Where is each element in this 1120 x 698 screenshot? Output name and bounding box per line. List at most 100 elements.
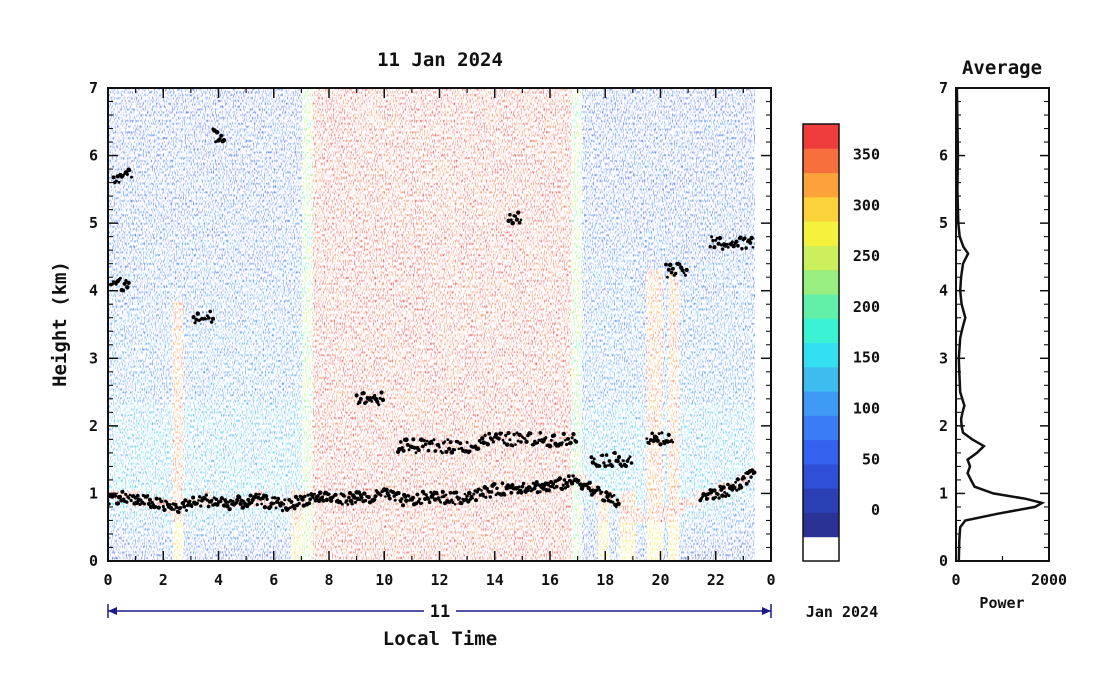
heatmap-cell [151, 482, 158, 491]
heatmap-cell [237, 505, 244, 515]
heatmap-cell [318, 553, 325, 561]
heatmap-cell [447, 411, 454, 420]
heatmap-cell [264, 127, 271, 136]
heatmap-cell [253, 88, 260, 97]
heatmap-cell [371, 324, 378, 333]
heatmap-cell [156, 497, 163, 507]
heatmap-cell [161, 403, 168, 412]
heatmap-cell [398, 505, 405, 515]
heatmap-cell [199, 482, 206, 491]
heatmap-cell [339, 127, 346, 136]
heatmap-cell [415, 340, 422, 349]
heatmap-cell [172, 190, 179, 199]
heatmap-cell [404, 474, 411, 483]
heatmap-cell [522, 521, 529, 531]
heatmap-cell [156, 324, 163, 333]
heatmap-cell [307, 222, 314, 231]
heatmap-cell [398, 411, 405, 420]
heatmap-cell [436, 537, 443, 546]
heatmap-cell [210, 450, 217, 460]
heatmap-cell [183, 474, 190, 483]
heatmap-cell [371, 411, 378, 420]
heatmap-cell [522, 348, 529, 357]
heatmap-cell [134, 174, 141, 184]
heatmap-cell [398, 292, 405, 302]
heatmap-cell [334, 513, 341, 523]
heatmap-cell [361, 434, 368, 444]
heatmap-cell [415, 253, 422, 263]
heatmap-cell [485, 229, 492, 239]
heatmap-cell [393, 237, 400, 247]
heatmap-cell [345, 158, 352, 168]
heatmap-cell [431, 166, 438, 176]
heatmap-cell [145, 356, 152, 365]
heatmap-cell [458, 434, 465, 444]
heatmap-cell [183, 466, 190, 475]
heatmap-cell [458, 88, 465, 97]
heatmap-cell [108, 119, 114, 129]
heatmap-cell [485, 434, 492, 444]
heatmap-cell [474, 340, 481, 349]
heatmap-cell [183, 332, 190, 341]
heatmap-cell [538, 490, 545, 499]
heatmap-cell [226, 103, 233, 113]
heatmap-cell [215, 182, 222, 192]
heatmap-cell [178, 277, 185, 286]
heatmap-cell [506, 111, 513, 121]
heatmap-cell [377, 513, 384, 523]
heatmap-cell [285, 237, 292, 247]
heatmap-cell [334, 348, 341, 357]
heatmap-cell [118, 434, 125, 444]
heatmap-cell [183, 229, 190, 239]
heatmap-cell [501, 529, 508, 538]
heatmap-cell [118, 348, 125, 357]
heatmap-cell [409, 553, 416, 561]
heatmap-cell [506, 190, 513, 199]
heatmap-cell [199, 151, 206, 160]
heatmap-cell [221, 103, 228, 113]
heatmap-cell [549, 103, 556, 113]
heatmap-cell [377, 411, 384, 420]
heatmap-cell [538, 88, 545, 97]
heatmap-cell [183, 371, 190, 381]
heatmap-cell [452, 395, 459, 404]
heatmap-cell [474, 490, 481, 499]
heatmap-cell [522, 316, 529, 326]
heatmap-cell [296, 482, 303, 491]
heatmap-cell [108, 229, 114, 239]
heatmap-cell [323, 332, 330, 341]
heatmap-cell [172, 111, 179, 121]
heatmap-cell [425, 285, 432, 294]
heatmap-cell [458, 348, 465, 357]
heatmap-cell [425, 458, 432, 467]
heatmap-cell [479, 442, 486, 452]
heatmap-cell [409, 95, 416, 105]
heatmap-cell [366, 198, 373, 207]
heatmap-cell [371, 474, 378, 483]
heatmap-cell [151, 497, 158, 507]
heatmap-cell [339, 88, 346, 97]
heatmap-cell [501, 143, 508, 152]
heatmap-cell [178, 505, 185, 515]
heatmap-cell [452, 497, 459, 507]
heatmap-cell [108, 387, 114, 397]
heatmap-cell [178, 426, 185, 436]
heatmap-cell [393, 474, 400, 483]
heatmap-cell [468, 190, 475, 199]
heatmap-cell [350, 237, 357, 247]
heatmap-cell [458, 206, 465, 215]
heatmap-cell [355, 103, 362, 113]
heatmap-cell [145, 482, 152, 491]
heatmap-cell [204, 127, 211, 136]
heatmap-cell [318, 151, 325, 160]
heatmap-cell [291, 261, 298, 270]
heatmap-cell [134, 324, 141, 333]
heatmap-cell [447, 482, 454, 491]
heatmap-cell [393, 300, 400, 310]
heatmap-cell [528, 229, 535, 239]
heatmap-cell [199, 277, 206, 286]
heatmap-cell [269, 292, 276, 302]
heatmap-cell [366, 426, 373, 436]
heatmap-cell [172, 214, 179, 223]
heatmap-cell [199, 143, 206, 152]
